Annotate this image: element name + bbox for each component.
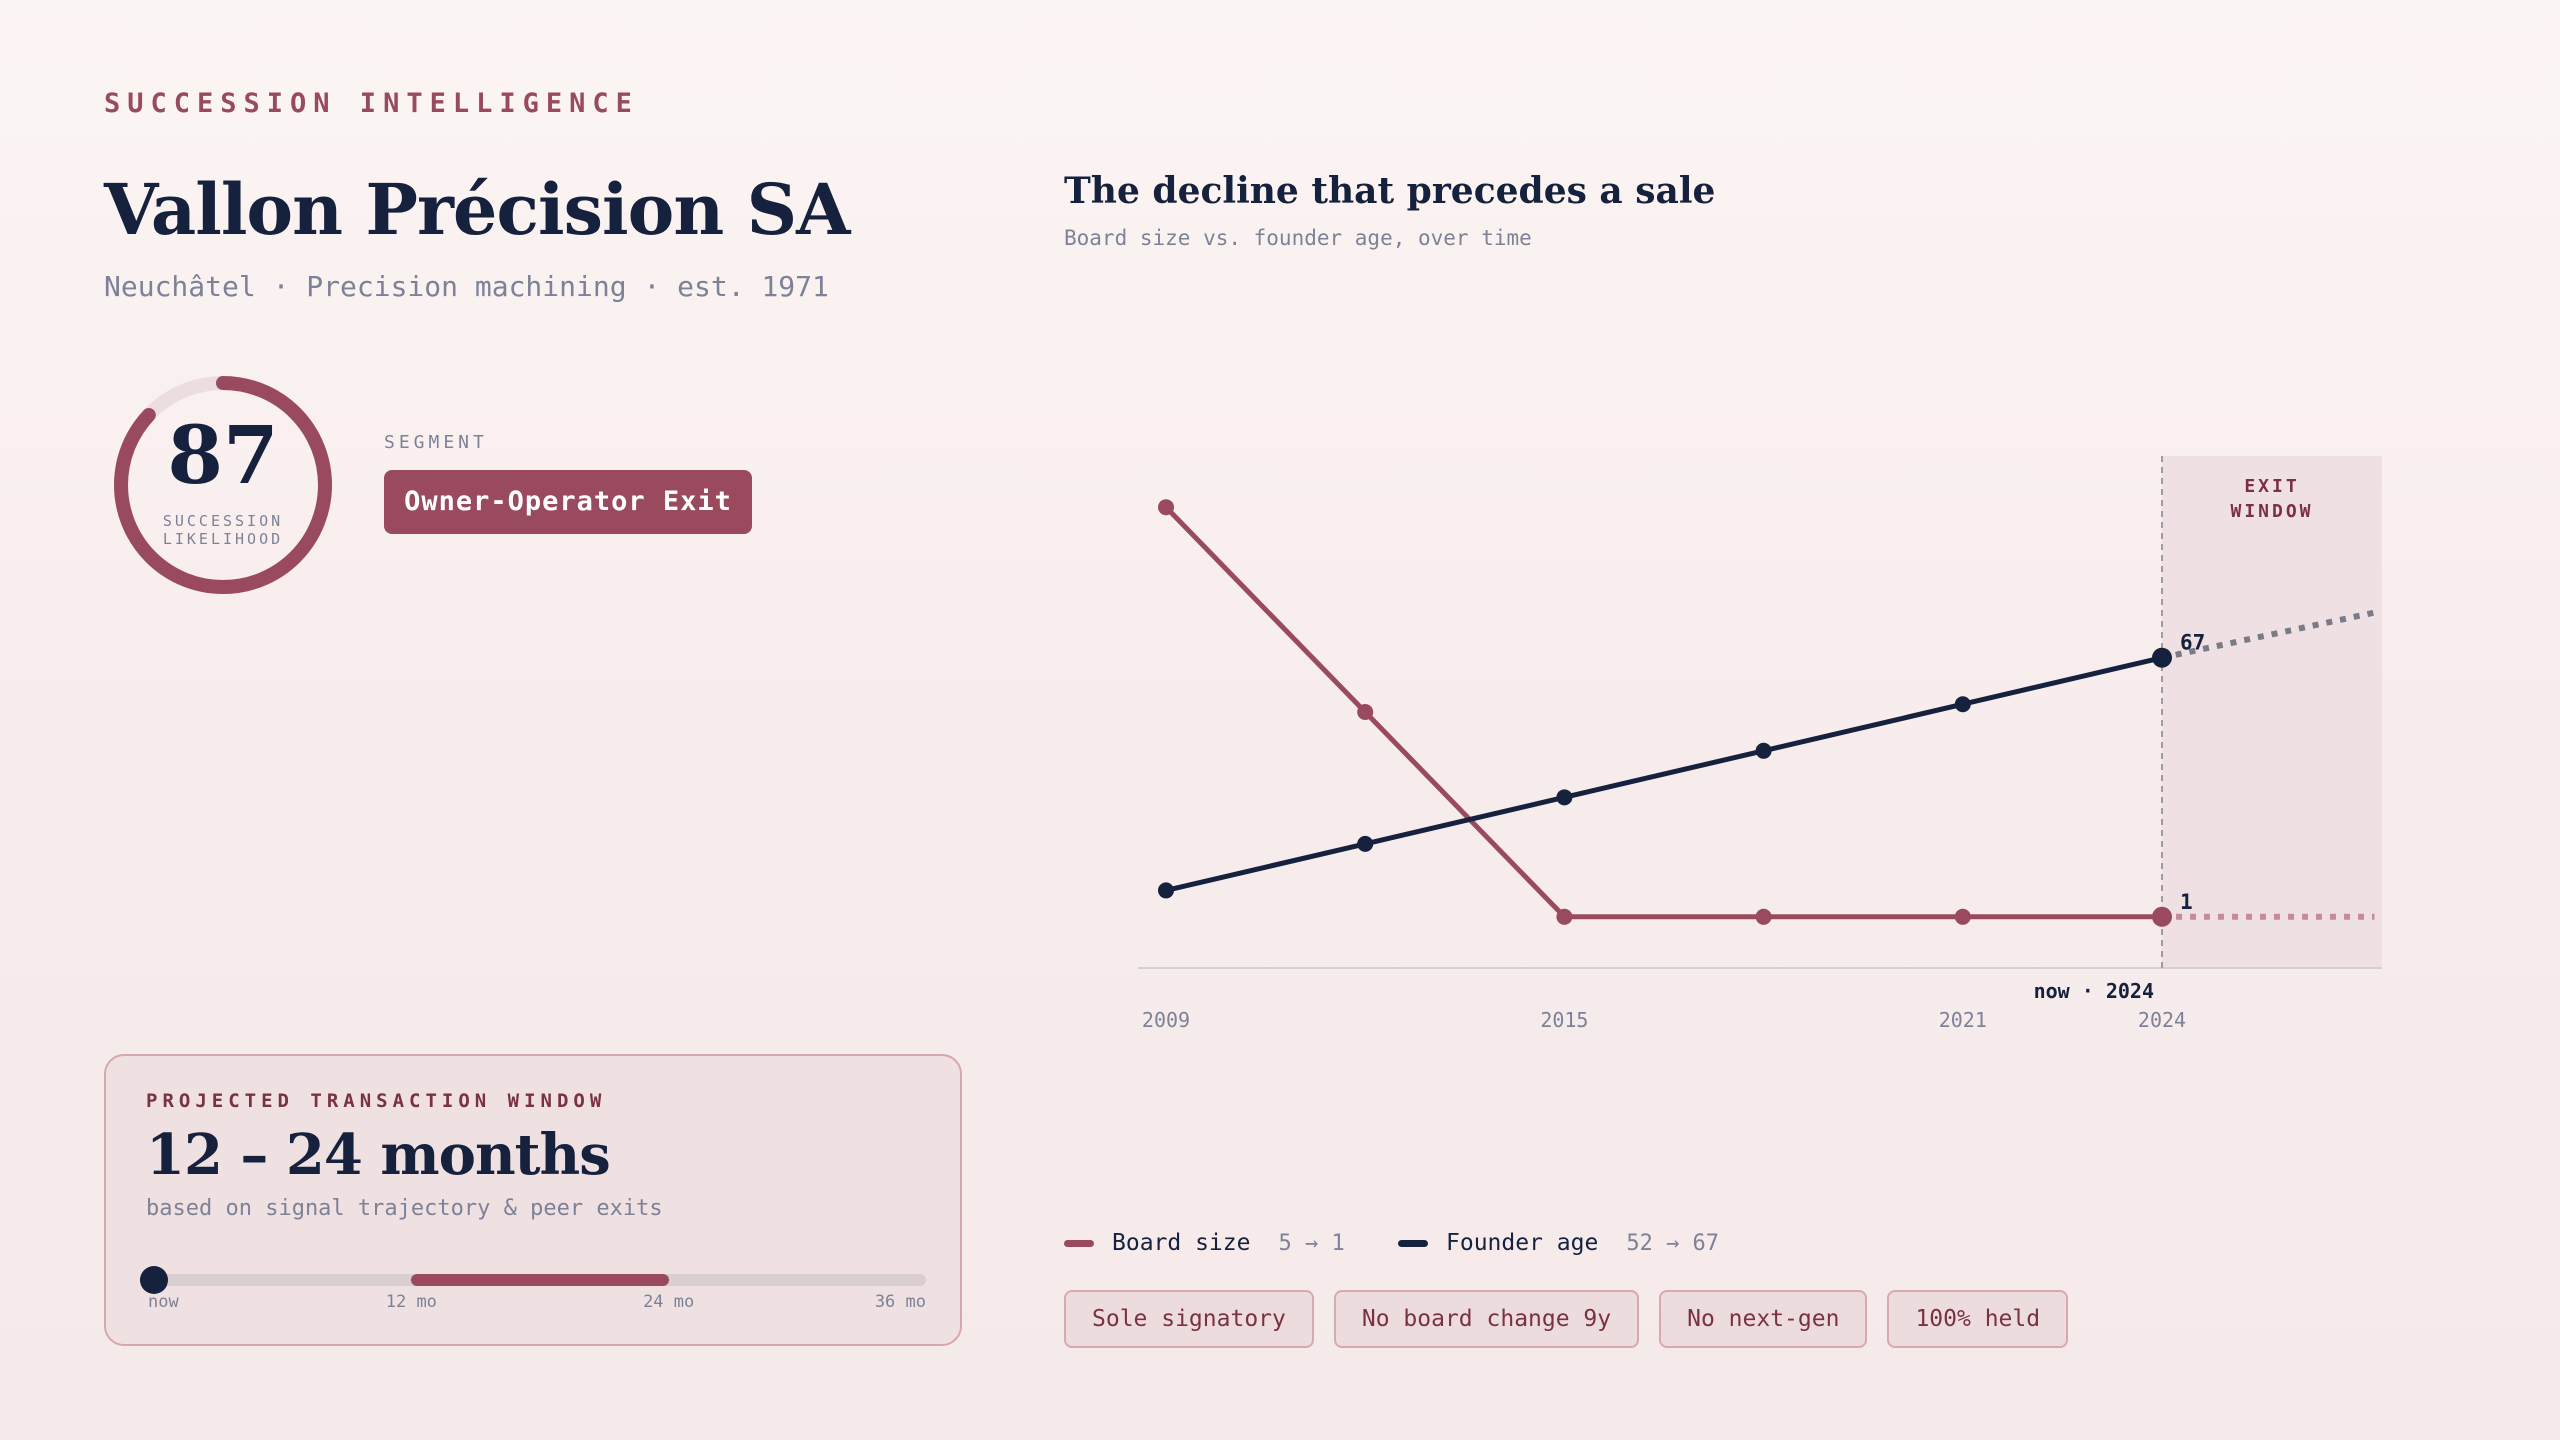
- chart-subtitle: Board size vs. founder age, over time: [1064, 226, 1532, 250]
- legend-age-range: 52 → 67: [1626, 1230, 1720, 1256]
- company-subline: Neuchâtel · Precision machining · est. 1…: [104, 270, 829, 303]
- score-label: SUCCESSION LIKELIHOOD: [162, 512, 284, 548]
- window-note: based on signal trajectory & peer exits: [146, 1196, 663, 1221]
- signal-chip: Sole signatory: [1064, 1290, 1314, 1348]
- chart-title: The decline that precedes a sale: [1064, 170, 1716, 212]
- legend-age-swatch: [1398, 1239, 1428, 1247]
- x-tick-label: 2009: [1142, 1008, 1190, 1032]
- end-value-label-founder-age: 67: [2180, 631, 2205, 655]
- series-projection-founder-age: [2161, 608, 2382, 661]
- data-point-board-size: [1954, 908, 1971, 925]
- x-tick-label: 2021: [1939, 1008, 1987, 1032]
- signal-chip: No next-gen: [1659, 1290, 1868, 1348]
- data-point-founder-age: [1755, 742, 1772, 759]
- legend-age-name: Founder age: [1446, 1230, 1599, 1256]
- window-range-fill: [411, 1274, 669, 1286]
- window-eyebrow: PROJECTED TRANSACTION WINDOW: [146, 1090, 607, 1112]
- score-value: 87: [167, 408, 279, 502]
- signal-chip: 100% held: [1887, 1290, 2069, 1348]
- data-point-board-size: [1357, 704, 1374, 720]
- legend-founder-age: Founder age 52 → 67: [1398, 1228, 1719, 1258]
- legend-board-swatch: [1064, 1239, 1094, 1247]
- timeline-tick-now: now: [148, 1292, 179, 1312]
- data-point-founder-age: [2152, 647, 2172, 668]
- x-tick-label: 2024: [2138, 1008, 2186, 1032]
- segment-badge: Owner-Operator Exit: [384, 470, 752, 534]
- exit-window-label: EXIT: [2244, 476, 2299, 497]
- series-line-board-size: [1164, 505, 2162, 920]
- data-point-founder-age: [1158, 882, 1174, 899]
- end-value-label-board-size: 1: [2180, 890, 2193, 914]
- legend-board-size: Board size 5 → 1: [1064, 1228, 1345, 1258]
- data-point-board-size: [1158, 499, 1174, 516]
- score-gauge: [114, 376, 332, 594]
- data-point-founder-age: [1954, 696, 1971, 713]
- exit-window-band: [2162, 456, 2382, 968]
- window-value: 12 – 24 months: [146, 1122, 611, 1188]
- signal-chips: Sole signatory No board change 9y No nex…: [1064, 1290, 2069, 1348]
- data-point-board-size: [1556, 908, 1573, 925]
- company-name: Vallon Précision SA: [104, 168, 850, 251]
- timeline-now-marker: [140, 1266, 168, 1294]
- series-line-founder-age: [1165, 655, 2163, 893]
- legend-board-name: Board size: [1112, 1230, 1251, 1256]
- timeline-tick-12mo: 12 mo: [385, 1292, 437, 1312]
- data-point-founder-age: [1357, 835, 1374, 852]
- exit-window-label: WINDOW: [2230, 501, 2313, 522]
- window-timeline-track: [140, 1266, 926, 1294]
- segment-label: SEGMENT: [384, 432, 488, 453]
- signal-chip: No board change 9y: [1333, 1290, 1640, 1348]
- timeline-tick-36mo: 36 mo: [874, 1292, 926, 1312]
- data-point-founder-age: [1556, 789, 1573, 806]
- chart-legend: Board size 5 → 1 Founder age 52 → 67: [1064, 1228, 1964, 1258]
- transaction-window-card: PROJECTED TRANSACTION WINDOW 12 – 24 mon…: [104, 1054, 962, 1346]
- data-point-board-size: [2152, 906, 2172, 927]
- x-tick-label: 2015: [1540, 1008, 1588, 1032]
- eyebrow: SUCCESSION INTELLIGENCE: [104, 88, 639, 119]
- gauge-arc: [114, 376, 332, 594]
- trend-chart: EXIT WINDOW 1 67 now · 2024 2009 2015 2021 2024: [1138, 456, 2382, 1032]
- now-label: now · 2024: [2034, 979, 2154, 1003]
- timeline-tick-24mo: 24 mo: [643, 1292, 695, 1312]
- data-point-board-size: [1755, 908, 1772, 925]
- legend-board-range: 5 → 1: [1278, 1230, 1345, 1256]
